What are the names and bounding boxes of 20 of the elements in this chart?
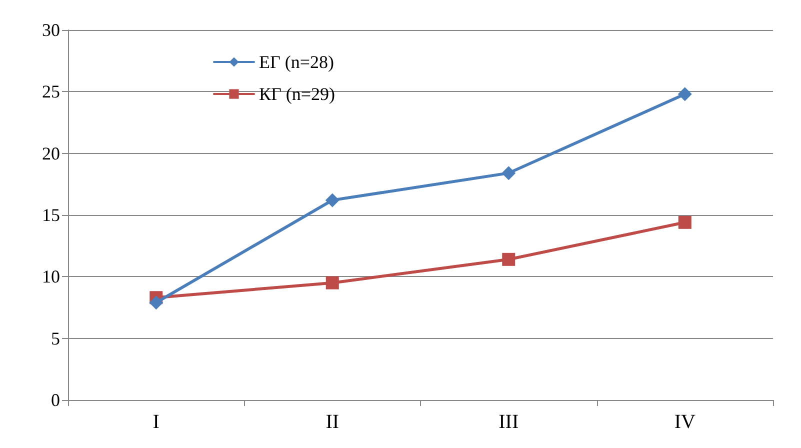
point <box>326 276 339 290</box>
y-tick-label: 25 <box>42 82 60 102</box>
x-tick-label: III <box>498 411 519 433</box>
y-tick-label: 20 <box>42 143 60 164</box>
x-tick-label: II <box>326 411 340 433</box>
point <box>678 216 692 229</box>
point <box>678 87 692 102</box>
y-tick-label: 5 <box>51 328 60 348</box>
x-tick-label: IV <box>674 411 696 433</box>
y-tick-label: 15 <box>42 205 60 225</box>
y-tick-label: 10 <box>42 266 60 287</box>
x-tick-label: I <box>152 411 160 433</box>
y-tick-label: 0 <box>51 390 60 410</box>
point <box>325 193 340 208</box>
legend-label: КГ (n=29) <box>259 84 336 104</box>
legend-label: ЕГ (n=28) <box>259 52 334 72</box>
y-tick-label: 30 <box>42 20 60 40</box>
point <box>502 252 516 266</box>
point <box>502 166 516 180</box>
point <box>149 296 164 310</box>
